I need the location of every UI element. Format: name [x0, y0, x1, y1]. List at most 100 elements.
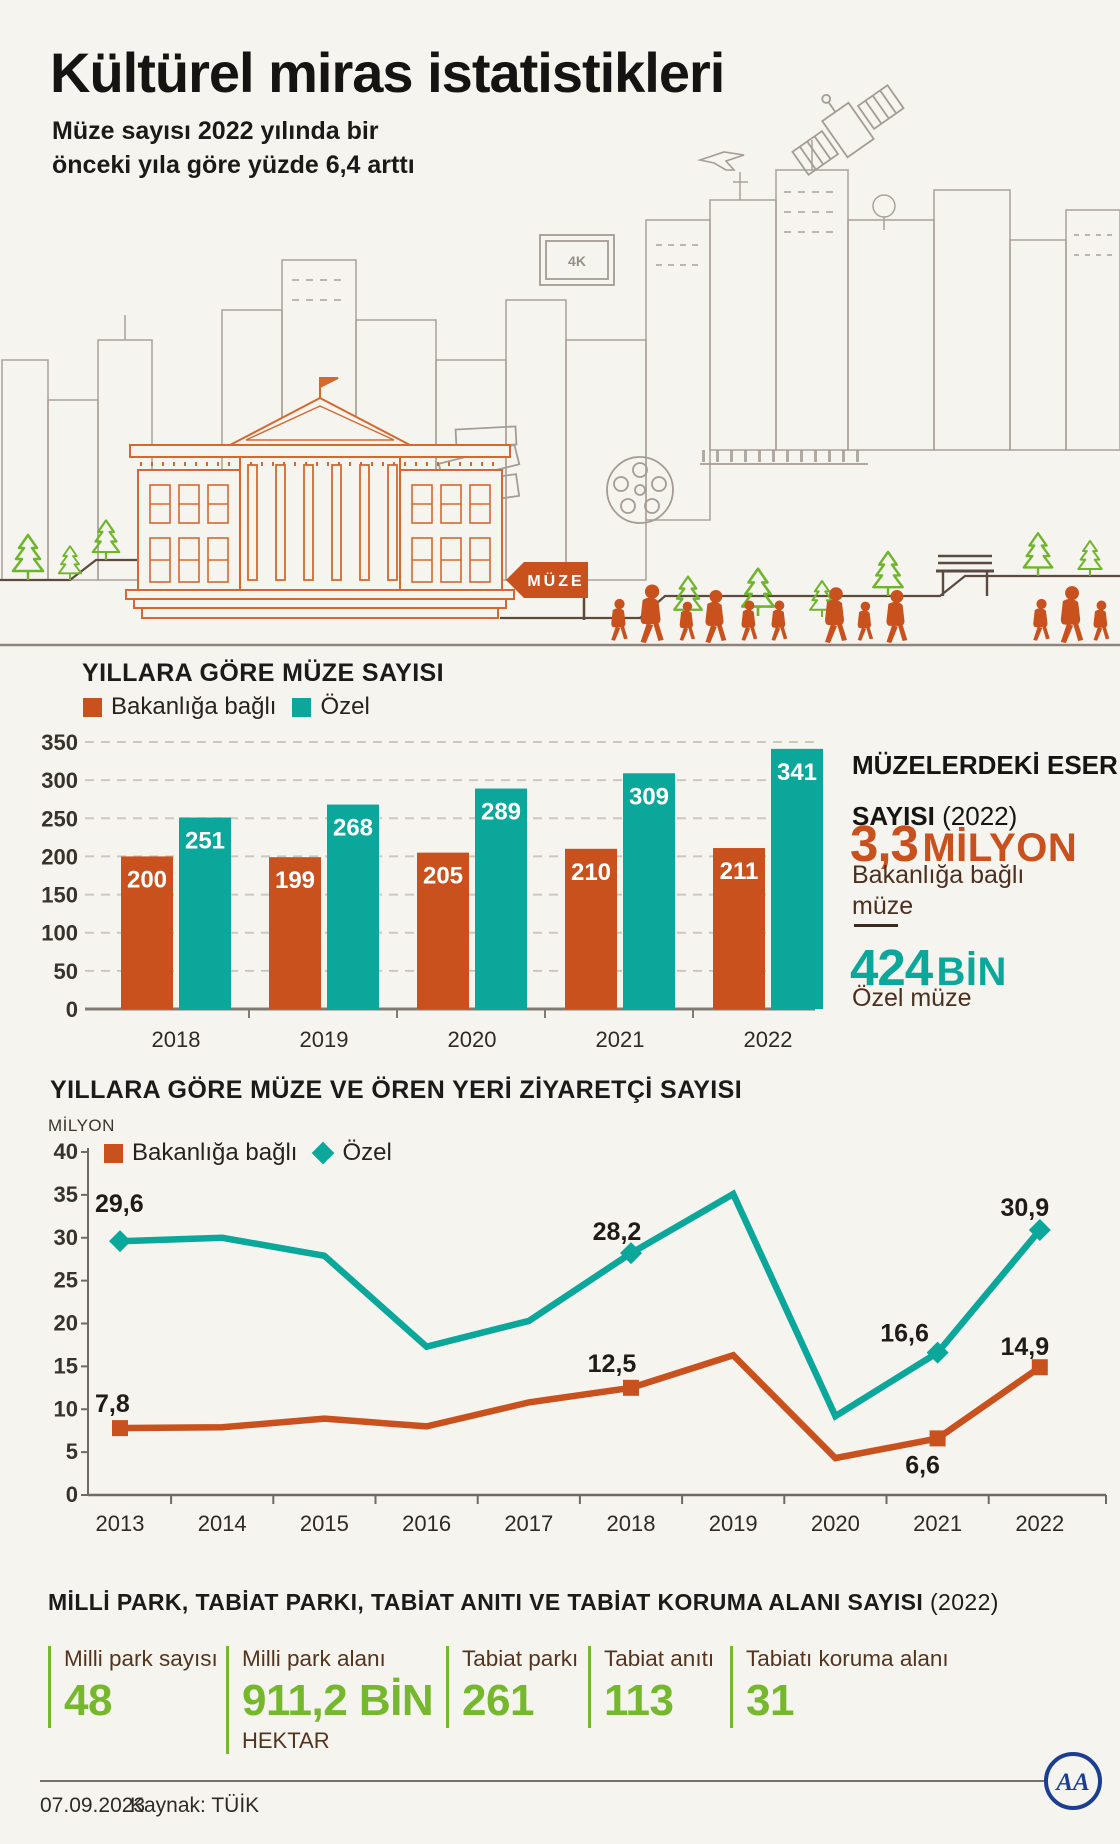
svg-text:2019: 2019 — [300, 1027, 349, 1052]
svg-text:199: 199 — [275, 867, 315, 894]
stat-milli-park-sayisi: Milli park sayısı 48 — [48, 1646, 218, 1728]
svg-text:2019: 2019 — [709, 1511, 758, 1536]
person-icon — [679, 601, 696, 641]
person-icon — [886, 589, 908, 643]
legend-label-private: Özel — [320, 693, 370, 720]
svg-text:2017: 2017 — [504, 1511, 553, 1536]
svg-text:29,6: 29,6 — [95, 1190, 144, 1218]
person-icon — [1060, 586, 1084, 644]
svg-text:205: 205 — [423, 863, 463, 890]
footer-divider — [40, 1780, 1084, 1782]
svg-text:350: 350 — [41, 730, 78, 755]
person-icon — [640, 584, 664, 644]
svg-text:2022: 2022 — [1015, 1511, 1064, 1536]
svg-text:200: 200 — [41, 844, 78, 869]
muze-sign-label: MÜZE — [527, 571, 584, 590]
subtitle-line1: Müze sayısı 2022 yılında bir — [52, 117, 379, 145]
person-icon — [1033, 598, 1050, 641]
svg-text:35: 35 — [54, 1182, 78, 1207]
svg-text:7,8: 7,8 — [95, 1390, 130, 1418]
svg-text:268: 268 — [333, 815, 373, 842]
bar-chart: 0 50 100 150 200 250 300 350 200 251 2018 199 268 201… — [41, 730, 823, 1052]
person-icon — [857, 601, 874, 641]
pine-tree-icon — [11, 533, 45, 582]
svg-text:2016: 2016 — [402, 1511, 451, 1536]
page-title: Kültürel miras istatistikleri — [50, 41, 725, 104]
svg-text:30,9: 30,9 — [1000, 1194, 1049, 1222]
y-axis-unit-label: MİLYON — [48, 1116, 115, 1135]
svg-text:15: 15 — [54, 1353, 78, 1378]
bench-icon — [936, 554, 994, 596]
svg-text:250: 250 — [41, 806, 78, 831]
legend-label-private: Özel — [342, 1139, 392, 1166]
parks-section-title: MİLLİ PARK, TABİAT PARKI, TABİAT ANITI V… — [48, 1589, 999, 1615]
svg-text:251: 251 — [185, 828, 225, 855]
stat-tabiat-parki: Tabiat parkı 261 — [446, 1646, 578, 1728]
muze-sign: MÜZE — [506, 562, 588, 620]
svg-text:0: 0 — [66, 1482, 78, 1507]
pine-tree-icon — [872, 550, 904, 598]
svg-text:5: 5 — [66, 1439, 78, 1464]
subtitle: Müze sayısı 2022 yılında bir önceki yıla… — [52, 114, 415, 182]
aa-logo-text: AA — [1054, 1769, 1089, 1796]
pedestrians — [611, 584, 1110, 644]
bar-chart-legend: Bakanlığa bağlı Özel — [83, 693, 370, 721]
private-works-stat: 424 BİN — [850, 939, 1007, 996]
footer-source: Kaynak: TÜİK — [130, 1794, 260, 1817]
footer-date: 07.09.2023 — [40, 1794, 146, 1817]
svg-text:2022: 2022 — [744, 1027, 793, 1052]
line-chart-legend: Bakanlığa bağlı Özel — [104, 1139, 392, 1167]
stat-tabiat-koruma-alani: Tabiatı koruma alanı 31 — [730, 1646, 949, 1728]
svg-text:2015: 2015 — [300, 1511, 349, 1536]
svg-text:309: 309 — [629, 783, 669, 810]
svg-text:289: 289 — [481, 799, 521, 826]
svg-text:12,5: 12,5 — [588, 1350, 637, 1378]
legend-swatch-ministry — [104, 1143, 123, 1163]
tv-4k-label: 4K — [568, 253, 586, 269]
svg-text:150: 150 — [41, 883, 78, 908]
legend-label-ministry: Bakanlığa bağlı — [132, 1139, 298, 1166]
svg-text:10: 10 — [54, 1396, 78, 1421]
subtitle-line2: önceki yıla göre yüzde 6,4 arttı — [52, 151, 415, 179]
person-icon — [1093, 600, 1110, 641]
svg-text:211: 211 — [720, 858, 759, 885]
svg-text:25: 25 — [54, 1268, 78, 1293]
person-icon — [705, 589, 727, 643]
svg-text:14,9: 14,9 — [1000, 1333, 1049, 1361]
film-reel-icon — [606, 456, 674, 524]
city-illustration: 4K — [0, 84, 1120, 647]
pine-tree-icon — [91, 519, 121, 562]
stat-tabiat-aniti: Tabiat anıtı 113 — [588, 1646, 714, 1728]
svg-text:200: 200 — [127, 866, 167, 893]
svg-text:0: 0 — [66, 997, 78, 1022]
private-works-label: Özel müze — [852, 984, 972, 1012]
satellite-icon — [791, 84, 905, 176]
svg-text:2014: 2014 — [198, 1511, 247, 1536]
svg-text:2018: 2018 — [607, 1511, 656, 1536]
svg-text:50: 50 — [54, 959, 78, 984]
tv-4k-icon: 4K — [539, 234, 615, 286]
svg-text:2020: 2020 — [811, 1511, 860, 1536]
svg-text:2020: 2020 — [448, 1027, 497, 1052]
svg-text:2021: 2021 — [913, 1511, 962, 1536]
legend-swatch-private — [292, 697, 312, 717]
museum-works-title: MÜZELERDEKİ ESER SAYISI (2022) — [852, 750, 1118, 831]
svg-text:341: 341 — [777, 759, 817, 786]
svg-text:40: 40 — [54, 1139, 78, 1164]
aa-agency-logo: AA — [1044, 1752, 1102, 1810]
svg-text:300: 300 — [41, 768, 78, 793]
panel-divider — [854, 924, 898, 927]
museum-windows — [149, 484, 491, 583]
svg-text:210: 210 — [571, 859, 611, 886]
museum-building — [125, 377, 515, 619]
svg-text:20: 20 — [54, 1311, 78, 1336]
stat-milli-park-alani: Milli park alanı 911,2 BİN HEKTAR — [226, 1646, 434, 1754]
svg-text:2013: 2013 — [96, 1511, 145, 1536]
bar-chart-title: YILLARA GÖRE MÜZE SAYISI — [82, 659, 444, 687]
legend-swatch-ministry — [83, 697, 102, 717]
svg-text:100: 100 — [41, 921, 78, 946]
line-chart: 0 5 10 15 20 25 30 35 40 2013 2014 2015 2016 2017 2018… — [54, 1139, 1107, 1536]
line-chart-title: YILLARA GÖRE MÜZE VE ÖREN YERİ ZİYARETÇİ… — [50, 1076, 743, 1104]
museum-works-year: (2022) — [942, 801, 1018, 831]
